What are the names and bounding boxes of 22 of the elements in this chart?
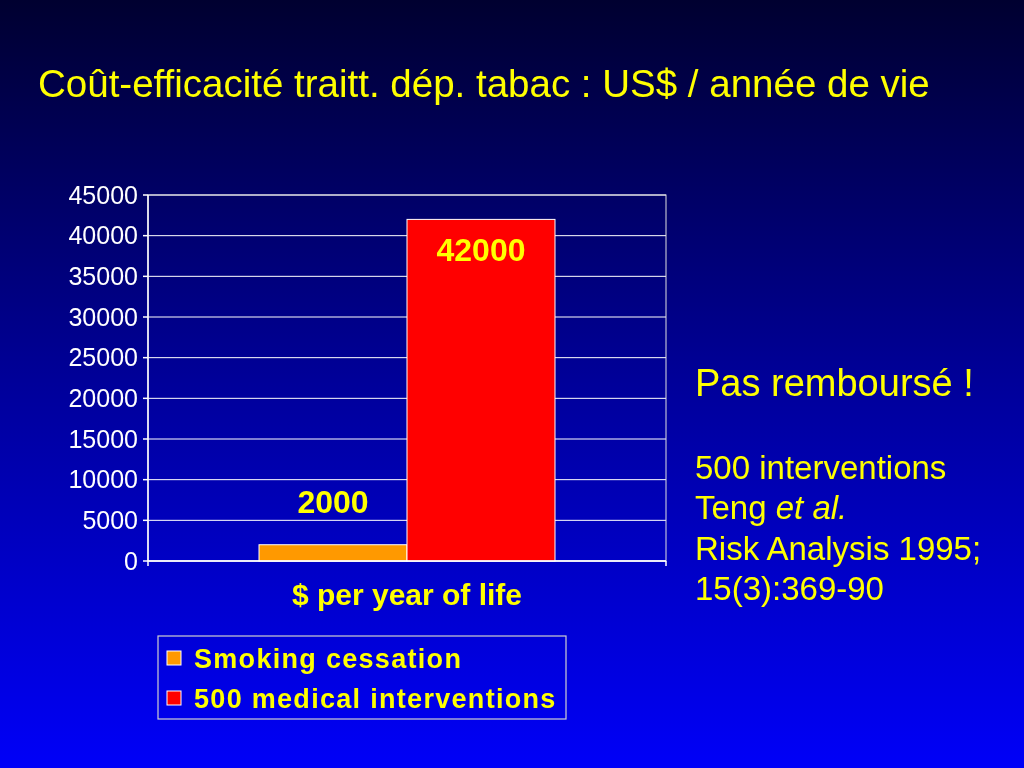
text: Risk Analysis 1995; xyxy=(695,530,982,567)
y-tick-label: 40000 xyxy=(68,221,138,250)
chart-title: Coût-efficacité traitt. dép. tabac : US$ / année de vie xyxy=(38,62,930,105)
data-label: 42000 xyxy=(436,232,526,269)
text: Teng xyxy=(695,489,767,526)
y-tick-label: 15000 xyxy=(68,424,138,453)
legend-label: Smoking cessation xyxy=(194,644,463,674)
text: Pas remboursé ! xyxy=(695,362,974,404)
y-tick-label: 25000 xyxy=(68,343,138,372)
x-tick-label: $ per year of life xyxy=(291,578,523,611)
legend-label: 500 medical interventions xyxy=(194,684,557,714)
text: 15(3):369-90 xyxy=(695,570,884,607)
y-tick-label: 10000 xyxy=(68,465,138,494)
y-tick-label: 35000 xyxy=(68,262,138,291)
y-tick-label: 5000 xyxy=(82,506,138,535)
text: et al. xyxy=(766,489,848,526)
y-tick-label: 30000 xyxy=(68,302,138,331)
data-label: 2000 xyxy=(297,483,369,520)
y-tick-label: 0 xyxy=(124,546,138,575)
text: 500 interventions xyxy=(695,449,947,486)
y-tick-label: 45000 xyxy=(68,180,138,209)
y-tick-label: 20000 xyxy=(68,384,138,413)
